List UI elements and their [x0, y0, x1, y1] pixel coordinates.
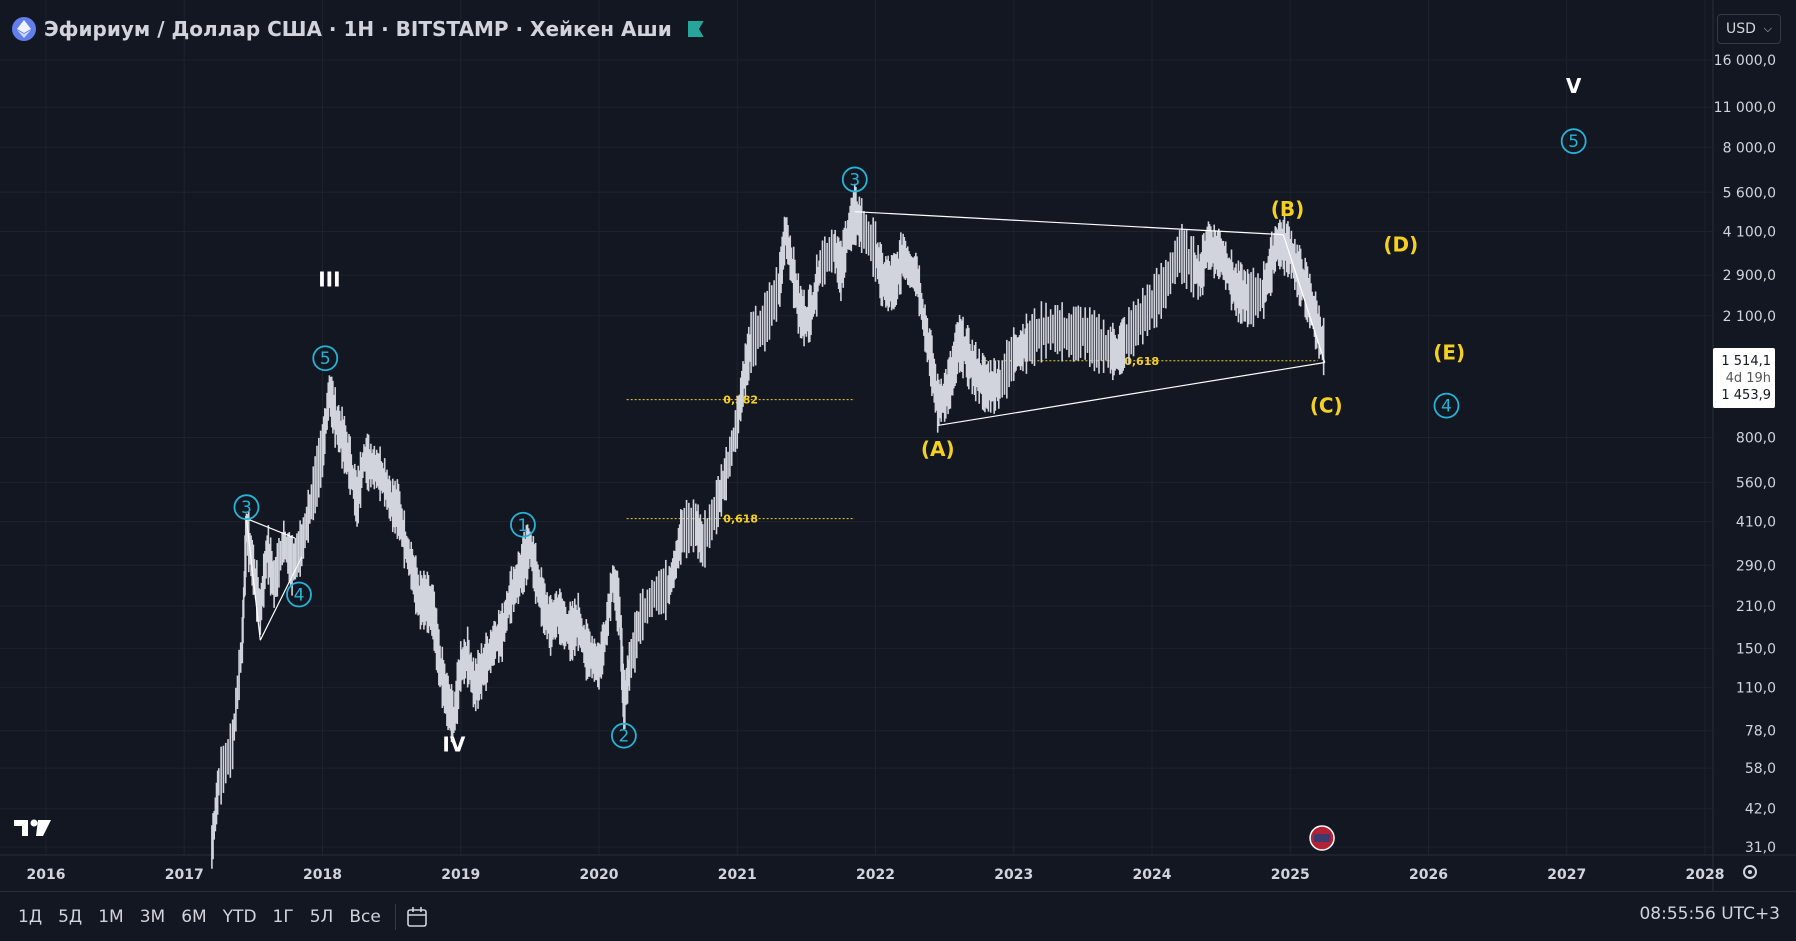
wave-label: 4 — [294, 585, 305, 605]
x-tick-label: 2017 — [165, 867, 204, 883]
chevron-down-icon: ⌵ — [1763, 22, 1772, 35]
wave-label: 3 — [241, 498, 252, 518]
y-tick-label: 78,0 — [1745, 724, 1776, 740]
event-flag-stripe — [1314, 834, 1331, 842]
wave-circle — [610, 722, 637, 749]
x-tick-label: 2024 — [1133, 867, 1172, 883]
wave-label: (D) — [1383, 232, 1418, 256]
wave-label: V — [1566, 74, 1582, 98]
range-button[interactable]: 6М — [181, 906, 207, 927]
wave-label: (B) — [1271, 197, 1305, 221]
y-tick-label: 2 100,0 — [1723, 309, 1776, 325]
range-button[interactable]: 1М — [98, 906, 124, 927]
range-button[interactable]: YTD — [222, 906, 257, 927]
candles — [211, 183, 1325, 869]
trendline — [246, 518, 296, 539]
range-button[interactable]: Все — [349, 906, 381, 927]
x-tick-label: 2025 — [1271, 867, 1310, 883]
y-tick-label: 110,0 — [1736, 680, 1776, 696]
wave-label: 3 — [849, 170, 860, 190]
low-price: 1 453,9 — [1721, 387, 1771, 403]
wave-circle — [510, 511, 536, 538]
wave-label: IV — [442, 732, 465, 756]
range-button[interactable]: 1Д — [18, 906, 43, 927]
wave-label: (A) — [921, 437, 955, 461]
range-button[interactable]: 5Д — [58, 906, 83, 927]
gear-icon[interactable] — [1740, 862, 1760, 886]
x-tick-label: 2016 — [27, 867, 66, 883]
y-tick-label: 11 000,0 — [1714, 100, 1776, 116]
ethereum-icon — [12, 17, 36, 41]
range-button[interactable]: 5Л — [309, 906, 334, 927]
y-tick-label: 58,0 — [1745, 761, 1776, 777]
y-tick-label: 16 000,0 — [1714, 53, 1776, 69]
calendar-icon[interactable] — [404, 904, 430, 930]
y-tick-label: 31,0 — [1745, 840, 1776, 856]
trendline — [1282, 234, 1326, 363]
wave-label: 1 — [518, 516, 529, 536]
wave-label: (C) — [1310, 394, 1343, 418]
trendline — [245, 518, 261, 641]
wave-labels: 3 4 5 1 2 3 4 5 III IV V (A) (B) (C) (D) (E) — [233, 74, 1587, 851]
x-tick-label: 2026 — [1409, 867, 1448, 883]
current-price: 1 514,1 — [1721, 353, 1771, 369]
x-tick-label: 2018 — [303, 867, 342, 883]
wave-label: 2 — [618, 727, 629, 747]
y-tick-label: 4 100,0 — [1723, 225, 1776, 241]
y-tick-label: 560,0 — [1736, 475, 1776, 491]
grid-lines — [0, 0, 1796, 891]
trendline — [854, 211, 1284, 236]
wave-label: 4 — [1441, 397, 1452, 417]
wave-label: 5 — [1568, 132, 1579, 152]
wave-circle — [286, 581, 312, 608]
wave-circle — [233, 494, 260, 521]
wave-circle — [841, 166, 868, 193]
range-button[interactable]: 3М — [139, 906, 166, 927]
wave-circle — [1560, 128, 1587, 155]
wave-label: (E) — [1433, 340, 1465, 364]
market-status-icon — [687, 21, 704, 37]
x-tick-label: 2028 — [1686, 867, 1725, 883]
clock[interactable]: 08:55:56 UTC+3 — [1639, 904, 1780, 924]
x-tick-label: 2023 — [994, 867, 1033, 883]
symbol-header[interactable]: Эфириум / Доллар США · 1H · BITSTAMP · Х… — [12, 14, 704, 44]
y-tick-label: 42,0 — [1745, 802, 1776, 818]
trendlines — [245, 211, 1326, 641]
y-tick-label: 410,0 — [1736, 515, 1776, 531]
time-axis[interactable]: 2016 2017 2018 2019 2020 2021 2022 2023 2024 2025… — [27, 867, 1796, 883]
tradingview-logo-icon[interactable] — [14, 818, 52, 842]
trendline — [937, 361, 1325, 427]
trendline — [259, 556, 303, 641]
wave-circle — [1433, 392, 1460, 419]
x-tick-label: 2021 — [718, 867, 757, 883]
fib-label: 0,618 — [1124, 355, 1159, 368]
x-tick-label: 2019 — [441, 867, 480, 883]
bottom-toolbar: 1Д 5Д 1М 3М 6М YTD 1Г 5Л Все 08:55:56 UTC+3 — [0, 891, 1796, 941]
symbol-title: Эфириум / Доллар США · 1H · BITSTAMP · Х… — [44, 17, 672, 41]
y-tick-label: 290,0 — [1736, 558, 1776, 574]
range-buttons: 1Д 5Д 1М 3М 6М YTD 1Г 5Л Все — [12, 903, 387, 931]
current-price-tag: 1 514,1 4d 19h 1 453,9 — [1713, 348, 1775, 408]
price-axis[interactable]: 16 000,0 11 000,0 8 000,0 5 600,0 4 100,0 2 9… — [1714, 53, 1776, 856]
currency-select[interactable]: USD ⌵ — [1717, 14, 1781, 44]
wave-label: 5 — [320, 349, 331, 369]
range-button[interactable]: 1Г — [272, 906, 294, 927]
divider — [394, 903, 396, 930]
fib-label: 0,618 — [723, 513, 758, 526]
y-tick-label: 150,0 — [1736, 641, 1776, 657]
y-tick-label: 2 900,0 — [1723, 268, 1776, 284]
bar-countdown: 4d 19h — [1725, 370, 1771, 386]
y-tick-label: 8 000,0 — [1723, 140, 1776, 156]
x-tick-label: 2027 — [1547, 867, 1586, 883]
y-tick-label: 800,0 — [1736, 430, 1776, 446]
currency-label: USD — [1726, 21, 1756, 37]
wave-label: III — [318, 268, 340, 292]
y-tick-label: 5 600,0 — [1723, 185, 1776, 201]
y-tick-label: 210,0 — [1736, 599, 1776, 615]
wave-circle — [312, 345, 339, 372]
x-tick-label: 2022 — [856, 867, 895, 883]
x-tick-label: 2020 — [580, 867, 619, 883]
